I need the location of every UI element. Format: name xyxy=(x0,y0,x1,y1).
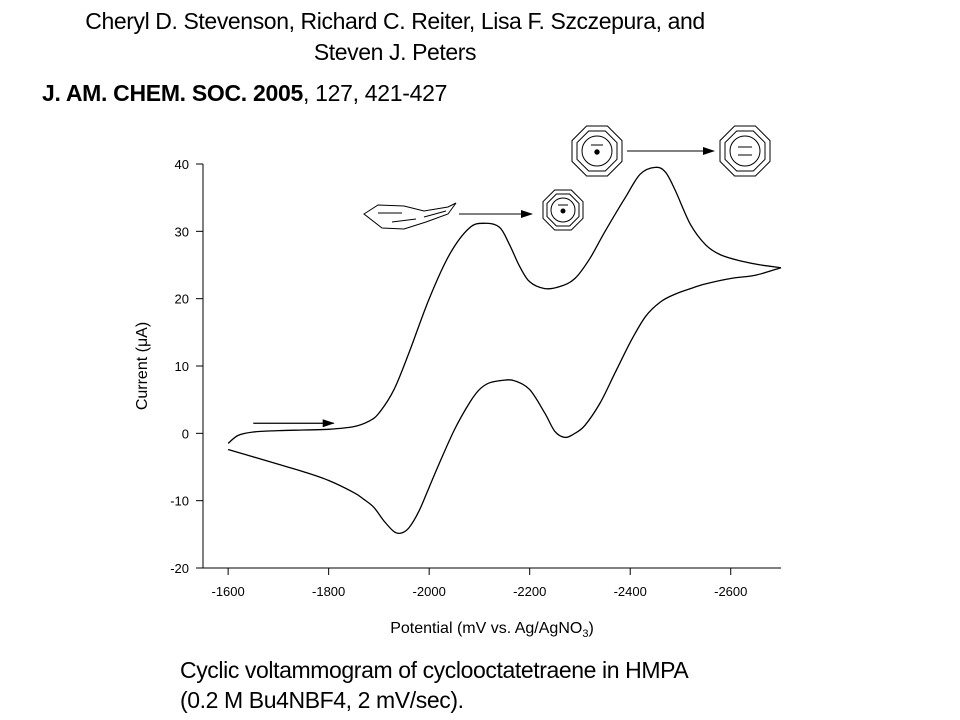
x-tick-label-0: -1600 xyxy=(212,584,245,599)
caption-line-1: Cyclic voltammogram of cyclooctatetraene… xyxy=(180,657,689,683)
x-tick-label-3: -2200 xyxy=(513,584,546,599)
y-tick-label-1: -10 xyxy=(170,494,189,509)
y-tick-label-4: 20 xyxy=(175,292,189,307)
cv-sweep-0 xyxy=(227,166,782,444)
x-axis-title: Potential (mV vs. Ag/AgNO3) xyxy=(390,620,594,640)
cv-sweep-1 xyxy=(227,267,782,535)
x-axis-title-main: Potential (mV vs. Ag/AgNO xyxy=(390,620,582,637)
x-tick-label-4: -2400 xyxy=(614,584,647,599)
y-axis-title: Current (μA) xyxy=(134,322,151,410)
figure-caption: Cyclic voltammogram of cyclooctatetraene… xyxy=(180,655,689,715)
x-axis-title-subscript: 3 xyxy=(582,628,588,640)
y-tick-label-0: -20 xyxy=(170,561,189,576)
radical-anion-structure-icon-2 xyxy=(571,125,623,177)
y-tick-label-5: 30 xyxy=(175,224,189,239)
y-tick-label-2: 0 xyxy=(182,426,189,441)
citation: J. AM. CHEM. SOC. 2005, 127, 421-427 xyxy=(42,80,447,107)
plot-axes: -20 -10 0 10 20 30 40 -1600 -1800 -2000 -2200 -2400… xyxy=(170,157,781,599)
x-tick-label-5: -2600 xyxy=(714,584,747,599)
caption-line-2: (0.2 M Bu4NBF4, 2 mV/sec). xyxy=(180,687,464,713)
plot-curves xyxy=(227,166,782,535)
cot-tub-structure-icon xyxy=(363,202,457,230)
x-axis-title-suffix: ) xyxy=(588,620,593,637)
radical-anion-structure-icon xyxy=(542,189,584,231)
dianion-structure-icon xyxy=(719,125,771,177)
x-tick-label-2: -2000 xyxy=(413,584,446,599)
journal-name: J. AM. CHEM. SOC. 2005 xyxy=(42,80,303,106)
y-tick-label-3: 10 xyxy=(175,359,189,374)
authors: Cheryl D. Stevenson, Richard C. Reiter, … xyxy=(0,6,790,68)
x-tick-label-1: -1800 xyxy=(312,584,345,599)
y-tick-label-6: 40 xyxy=(175,157,189,172)
authors-line-1: Cheryl D. Stevenson, Richard C. Reiter, … xyxy=(85,8,705,34)
authors-line-2: Steven J. Peters xyxy=(313,39,477,65)
volume-pages: , 127, 421-427 xyxy=(302,80,448,106)
